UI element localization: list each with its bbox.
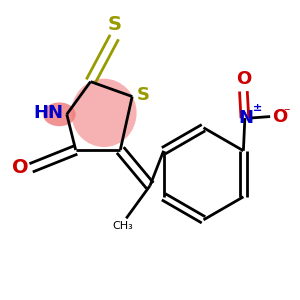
Ellipse shape — [43, 102, 76, 126]
Text: ±: ± — [253, 103, 262, 113]
Text: CH₃: CH₃ — [113, 221, 134, 231]
Ellipse shape — [71, 79, 136, 147]
Text: O: O — [236, 70, 251, 88]
Text: ⁻: ⁻ — [283, 106, 290, 118]
Text: N: N — [238, 109, 253, 127]
Text: HN: HN — [34, 104, 64, 122]
Text: O: O — [272, 108, 287, 126]
Text: S: S — [136, 86, 150, 104]
Text: O: O — [11, 158, 28, 177]
Text: S: S — [107, 15, 121, 34]
